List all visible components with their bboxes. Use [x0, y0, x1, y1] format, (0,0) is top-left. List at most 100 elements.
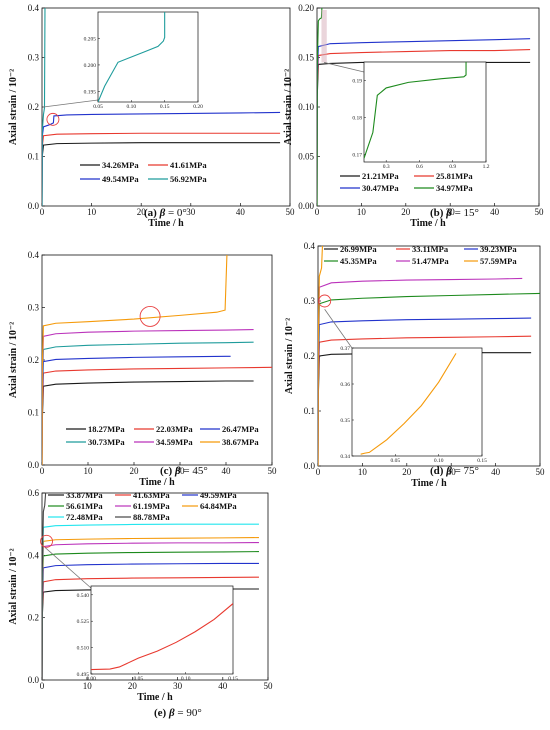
inset-x-tick-label: 0.3 [383, 164, 390, 170]
x-tick-label: 20 [130, 466, 140, 476]
highlight-circle [318, 294, 332, 308]
y-tick-label: 0.2 [28, 102, 39, 112]
caption-part: (a) [144, 207, 160, 219]
panel-caption: (e) β = 90° [154, 707, 202, 719]
caption-part: = 75° [452, 465, 479, 477]
inset-y-tick-label: 0.17 [352, 153, 362, 159]
legend-label: 64.84MPa [200, 501, 237, 511]
x-tick-label: 0 [40, 681, 45, 691]
y-tick-label: 0.00 [298, 201, 314, 211]
caption-part: (e) [154, 707, 169, 719]
y-tick-label: 0.0 [28, 460, 40, 470]
legend-label: 51.47MPa [412, 256, 449, 266]
panel-caption: (b) β = 15° [430, 207, 479, 219]
legend-label: 30.47MPa [362, 183, 399, 193]
panel-caption: (c) β = 45° [160, 465, 208, 477]
inset-connector [43, 99, 99, 108]
x-axis-title: Time / h [148, 218, 184, 229]
legend-label: 30.73MPa [88, 437, 125, 447]
inset-x-tick-label: 0.9 [449, 164, 456, 170]
series-line-49.54MPa [42, 111, 281, 206]
inset-connector [324, 309, 353, 349]
inset-series-line [98, 12, 166, 102]
caption-part: (d) [430, 465, 446, 477]
y-tick-label: 0.0 [28, 675, 40, 685]
x-tick-label: 40 [222, 466, 232, 476]
x-tick-label: 50 [536, 467, 546, 477]
y-tick-label: 0.3 [304, 296, 316, 306]
inset-y-tick-label: 0.495 [77, 672, 90, 678]
x-tick-label: 50 [268, 466, 278, 476]
chart-e: 0 10 20 30 40 50 0.0 0.2 0.4 0.6 Time / h Axial str… [8, 488, 273, 719]
inset-frame [363, 61, 487, 163]
series-line-41.61MPa [42, 132, 281, 206]
inset-y-tick-label: 0.205 [84, 36, 97, 42]
x-tick-label: 20 [137, 207, 147, 217]
y-tick-label: 0.05 [298, 152, 314, 162]
inset-x-tick-label: 0.15 [228, 676, 238, 682]
y-tick-label: 0.6 [28, 488, 40, 498]
inset-y-tick-label: 0.34 [340, 454, 350, 460]
highlight-band [321, 10, 327, 63]
inset-series-line [360, 353, 457, 455]
x-tick-label: 20 [128, 681, 138, 691]
chart-d: 0 10 20 30 40 50 0.0 0.1 0.2 0.3 0.4 Time / h Axial … [284, 241, 545, 489]
inset-x-tick-label: 0.15 [160, 104, 170, 110]
chart-a: 0 10 20 30 40 50 0.0 0.1 0.2 0.3 0.4 Time / h Axial … [8, 3, 295, 229]
series-line-26.47MPa [42, 355, 231, 465]
x-tick-label: 30 [176, 466, 186, 476]
x-tick-label: 30 [186, 207, 196, 217]
x-tick-label: 40 [490, 207, 500, 217]
legend-label: 34.59MPa [156, 437, 193, 447]
series-line-18.27MPa [42, 380, 254, 465]
legend-label: 72.48MPa [66, 512, 103, 522]
x-tick-label: 10 [358, 467, 368, 477]
legend-label: 45.35MPa [340, 256, 377, 266]
legend-label: 41.61MPa [170, 160, 207, 170]
y-tick-label: 0.3 [28, 53, 40, 63]
legend-label: 18.27MPa [88, 424, 125, 434]
y-tick-label: 0.1 [28, 152, 39, 162]
x-tick-label: 0 [315, 207, 320, 217]
legend-label: 33.11MPa [412, 244, 449, 254]
y-axis-title: Axial strain / 10⁻² [8, 69, 19, 145]
caption-part: (b) [430, 207, 446, 219]
legend-label: 56.92MPa [170, 174, 207, 184]
x-axis-title: Time / h [139, 477, 175, 488]
inset-y-tick-label: 0.35 [340, 418, 350, 424]
legend-label: 49.59MPa [200, 490, 237, 500]
y-tick-label: 0.4 [28, 550, 40, 560]
x-tick-label: 10 [84, 466, 94, 476]
y-tick-label: 0.3 [28, 303, 40, 313]
x-tick-label: 20 [402, 467, 412, 477]
inset-frame [351, 347, 483, 457]
inset-x-tick-label: 0.05 [134, 676, 144, 682]
highlight-circle [40, 534, 53, 548]
caption-part: = 45° [181, 465, 208, 477]
inset-y-tick-label: 0.195 [84, 89, 97, 95]
highlight-circle [46, 112, 60, 126]
x-tick-label: 10 [87, 207, 97, 217]
y-axis-title: Axial strain / 10⁻² [8, 548, 19, 624]
x-tick-label: 10 [83, 681, 93, 691]
legend-label: 33.87MPa [66, 490, 103, 500]
inset-x-tick-label: 0.6 [416, 164, 423, 170]
inset-connector [44, 547, 92, 589]
inset-series-line [91, 603, 233, 671]
y-tick-label: 0.15 [298, 53, 314, 63]
legend-label: 88.78MPa [133, 512, 170, 522]
inset-x-tick-label: 0.10 [127, 104, 137, 110]
x-tick-label: 10 [357, 207, 367, 217]
inset-series-line [364, 62, 467, 159]
inset-y-tick-label: 0.200 [84, 63, 97, 69]
y-tick-label: 0.2 [28, 355, 39, 365]
y-axis-title: Axial strain / 10⁻² [283, 69, 294, 145]
inset-y-tick-label: 0.19 [352, 79, 362, 85]
y-tick-label: 0.2 [304, 351, 315, 361]
inset-x-tick-label: 0.00 [86, 676, 96, 682]
x-tick-label: 40 [491, 467, 501, 477]
inset-x-tick-label: 0.20 [193, 104, 203, 110]
x-tick-label: 0 [40, 466, 45, 476]
series-line-88.78MPa [42, 493, 47, 680]
